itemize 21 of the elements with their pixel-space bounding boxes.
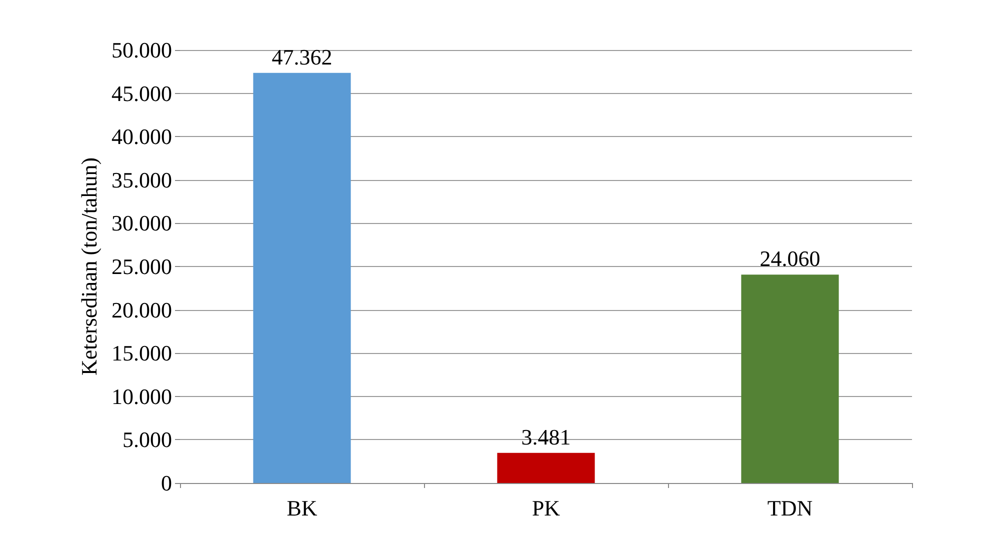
y-tick-label: 5.000 — [122, 427, 172, 452]
bar — [253, 72, 351, 483]
y-axis-title: Ketersediaan (ton/tahun) — [76, 157, 102, 376]
y-tick-label: 30.000 — [112, 210, 172, 236]
y-tick-label: 0 — [161, 470, 172, 496]
y-tick-label: 50.000 — [112, 38, 172, 62]
y-tick-label: 10.000 — [112, 384, 172, 409]
y-tick-label: 35.000 — [112, 167, 172, 192]
y-tick-label: 15.000 — [112, 340, 172, 366]
x-tick-label: PK — [532, 496, 560, 520]
data-label: 47.362 — [272, 44, 332, 70]
data-label: 3.481 — [521, 424, 571, 450]
y-tick-label: 20.000 — [112, 297, 172, 322]
x-tick-label: BK — [286, 496, 318, 520]
data-label: 24.060 — [760, 246, 820, 272]
y-tick-label: 40.000 — [112, 124, 172, 150]
bar — [497, 452, 595, 483]
bar — [741, 274, 839, 483]
y-tick-label: 25.000 — [112, 254, 172, 279]
x-tick-label: TDN — [767, 496, 813, 520]
y-tick-label: 45.000 — [112, 80, 172, 106]
